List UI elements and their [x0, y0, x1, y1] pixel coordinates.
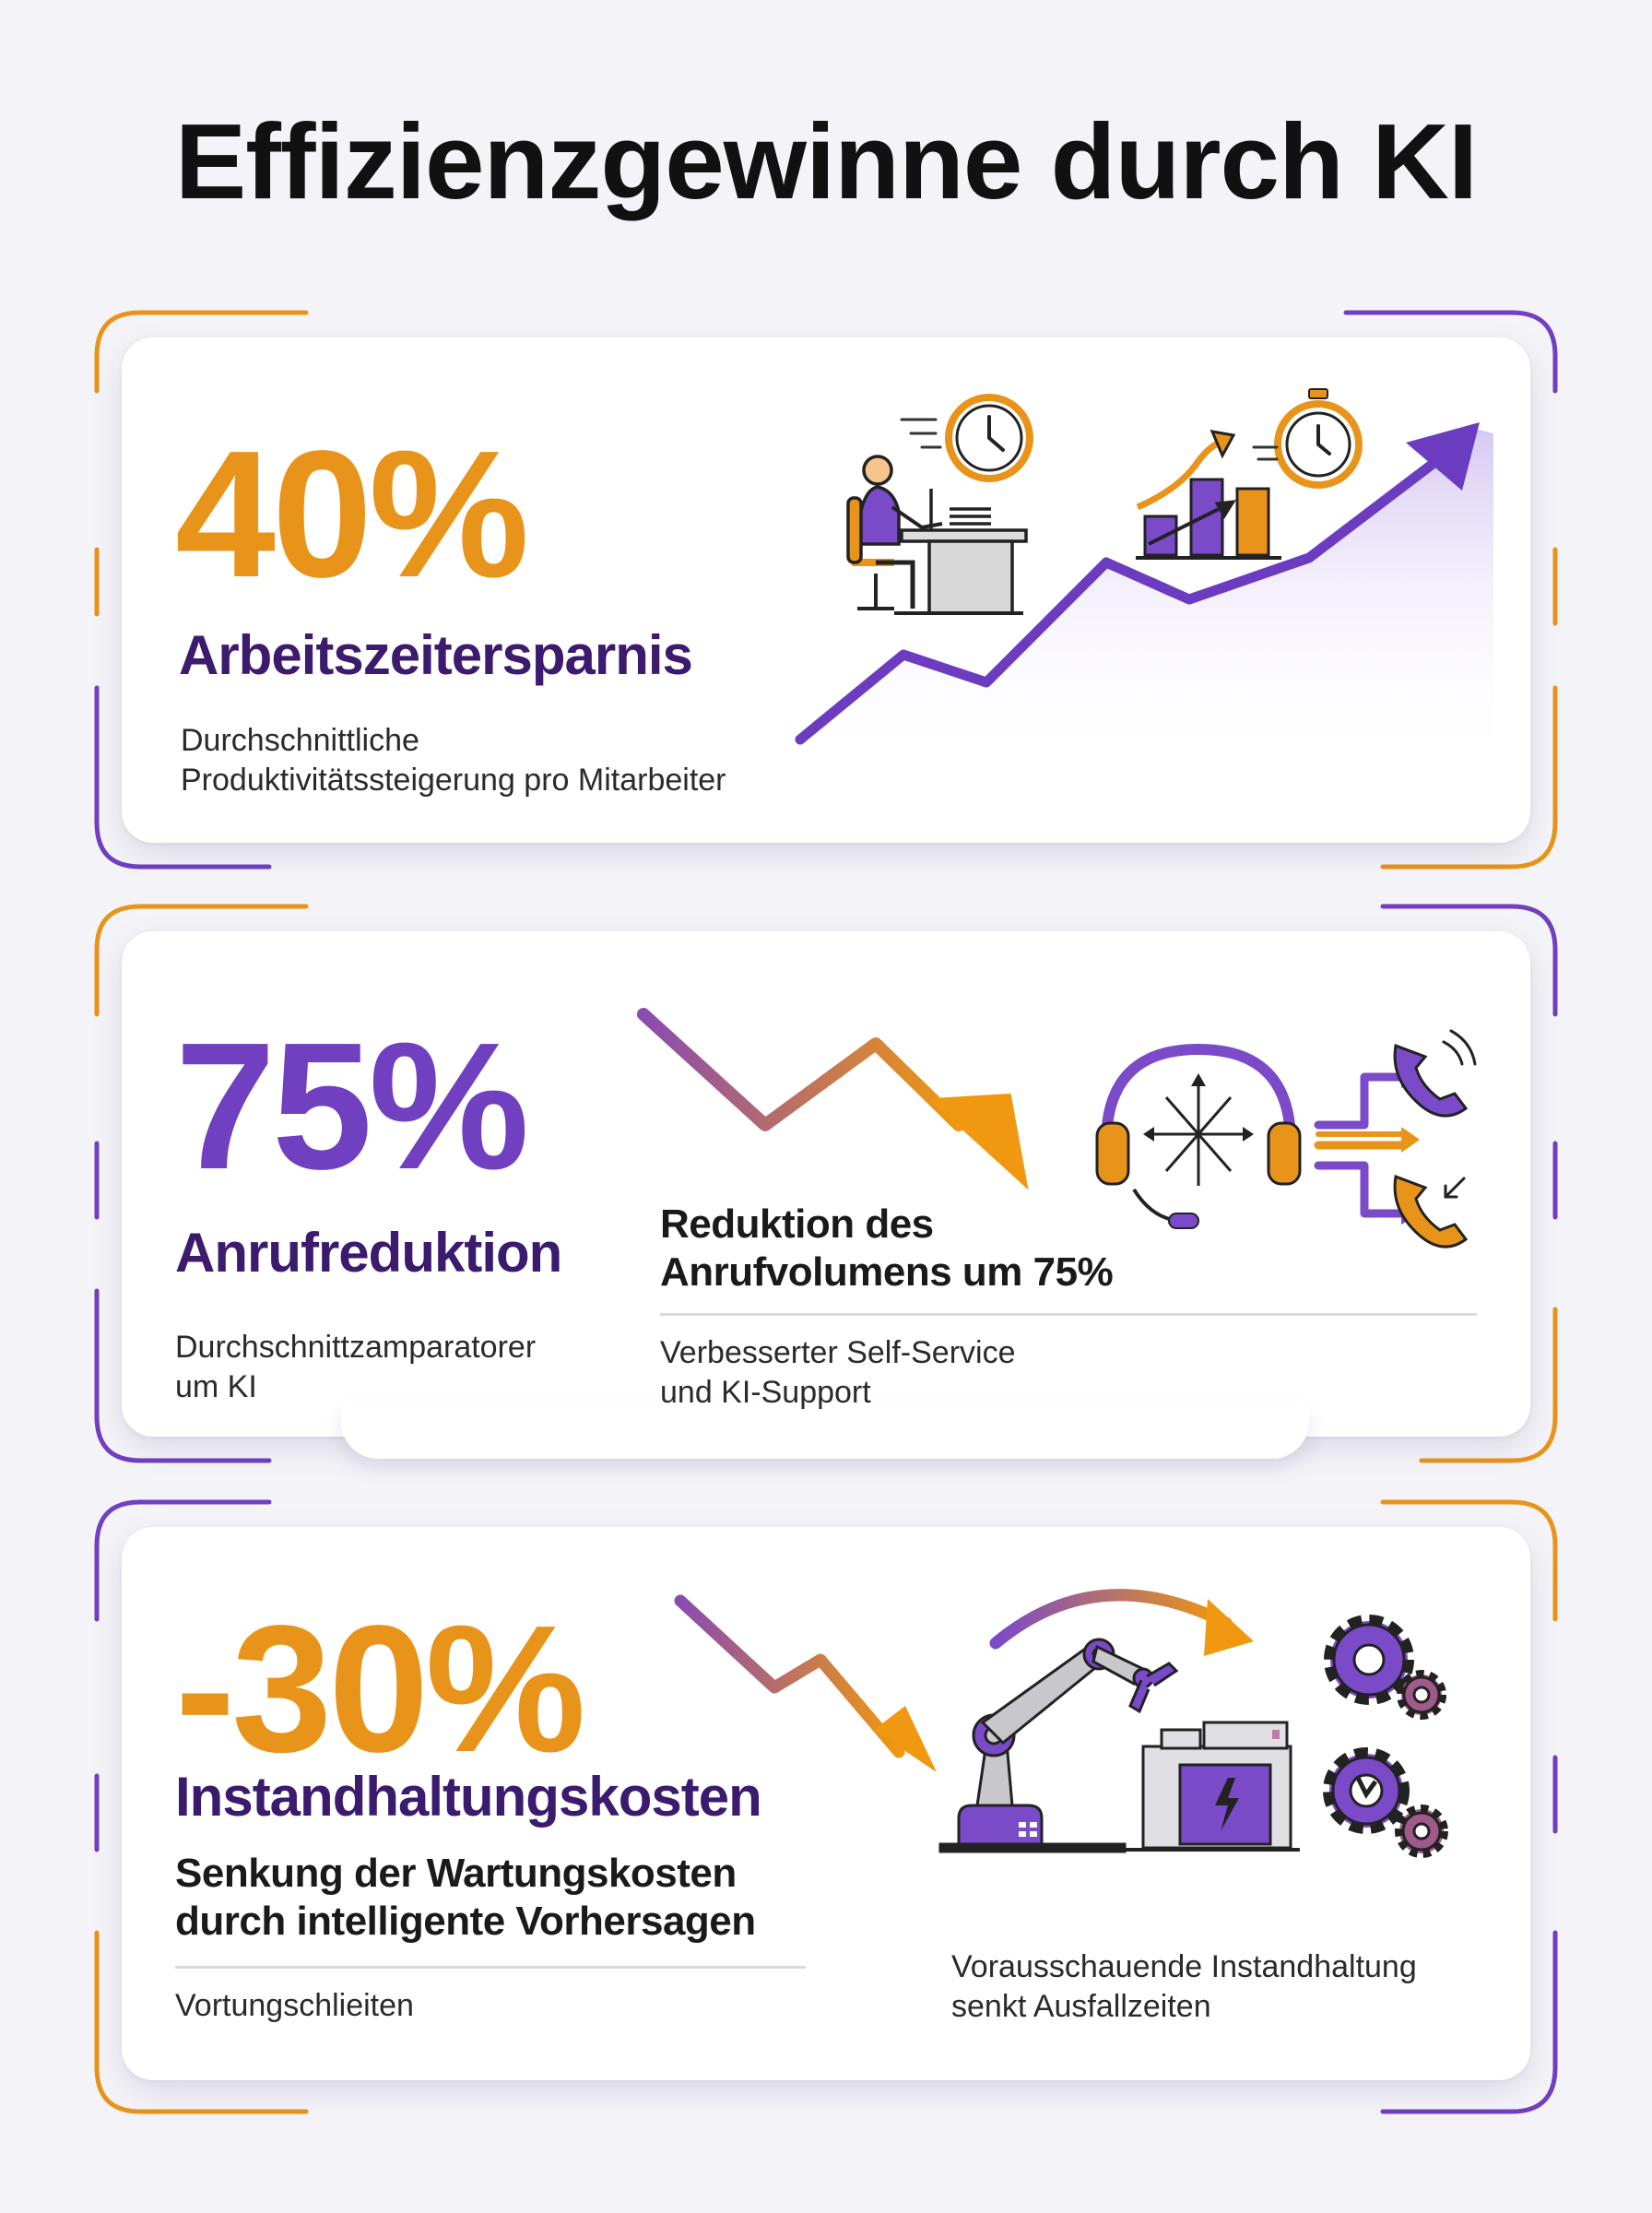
- bold-text-line: durch intelligente Vorhersagen: [175, 1898, 756, 1944]
- card-heading-2: Anrufreduktion: [175, 1222, 562, 1284]
- description-line: Produktivitätssteigerung pro Mitarbeiter: [181, 762, 726, 798]
- bold-text-line: Senkung der Wartungskosten: [175, 1851, 737, 1896]
- card-description-1: Durchschnittliche Produktivitätssteigeru…: [181, 721, 726, 799]
- phone-outgoing-icon: [1393, 1029, 1477, 1118]
- detail-text-line: senkt Ausfallzeiten: [951, 1988, 1211, 2024]
- detail-title-line: Anrufvolumens um 75%: [660, 1249, 1114, 1295]
- card-tab-2: [341, 1402, 1309, 1459]
- stat-card-2: [122, 931, 1530, 1437]
- robot-arm-icon: [938, 1638, 1179, 1853]
- card-description-2: Durchschnittzamparatorer um KI: [175, 1328, 536, 1406]
- card-bold-text-3: Senkung der Wartungskosten durch intelli…: [175, 1850, 756, 1946]
- falling-trend-arrow: [637, 1008, 965, 1131]
- card-frame-2: [94, 904, 1558, 1466]
- rising-trend-arrow: [795, 430, 1476, 745]
- curved-arrow-head: [1204, 1599, 1254, 1656]
- falling-trend-arrow: [674, 1594, 905, 1758]
- stat-value-1: 40%: [175, 413, 529, 615]
- phone-incoming-icon: [1393, 1174, 1469, 1249]
- productivity-illustration: [795, 388, 1493, 765]
- detail-text-line: Vorausschauende Instandhaltung: [951, 1949, 1417, 1984]
- card-frame-1: [94, 310, 1558, 872]
- growth-bar-chart-icon: [1136, 430, 1281, 560]
- trend-area: [800, 429, 1493, 765]
- description-line: um KI: [175, 1368, 257, 1404]
- card-divider-3: [175, 1966, 806, 1969]
- card-detail-title-2: Reduktion des Anrufvolumens um 75%: [660, 1201, 1114, 1296]
- card-heading-3: Instandhaltungskosten: [175, 1766, 762, 1828]
- detail-text-line: und KI-Support: [660, 1374, 871, 1410]
- frame-accent-lines: [94, 1499, 1558, 2114]
- headset-routing-icon: [1095, 1043, 1302, 1229]
- maintenance-illustration: [674, 1589, 1448, 1858]
- stat-card-3: [122, 1527, 1530, 2080]
- curved-arrow: [989, 1589, 1233, 1650]
- stopwatch-icon: [1252, 388, 1363, 489]
- routing-arrows: [1314, 1072, 1408, 1218]
- card-detail-text-2: Verbesserter Self-Service und KI-Support: [660, 1333, 1016, 1412]
- call-reduction-illustration: [637, 1008, 1477, 1249]
- description-line: Durchschnittzamparatorer: [175, 1330, 537, 1365]
- clock-icon: [900, 394, 1033, 482]
- description-line: Durchschnittliche: [181, 723, 419, 758]
- office-worker-icon: [846, 455, 1028, 615]
- frame-accent-lines: [94, 904, 1558, 1463]
- trend-arrow-head: [1406, 422, 1480, 491]
- frame-accent-lines: [94, 310, 1558, 870]
- card-frame-3: [94, 1499, 1558, 2117]
- card-description-3: Vortungschlieiten: [175, 1988, 414, 2023]
- card-detail-text-3: Vorausschauende Instandhaltung senkt Aus…: [951, 1947, 1417, 2026]
- detail-text-line: Verbesserter Self-Service: [660, 1335, 1016, 1370]
- falling-arrow-head: [874, 1706, 937, 1772]
- page-title: Effizienzgewinne durch KI: [174, 101, 1478, 221]
- stat-value-3: -30%: [175, 1588, 586, 1790]
- machine-icon: [1125, 1721, 1300, 1852]
- card-heading-1: Arbeitszeitersparnis: [179, 624, 693, 686]
- detail-title-line: Reduktion des: [660, 1201, 934, 1247]
- falling-arrow-head: [927, 1093, 1029, 1190]
- stat-value-2: 75%: [175, 1005, 529, 1207]
- gear-repair-icon: [1323, 1747, 1448, 1858]
- gear-icon: [1324, 1615, 1446, 1720]
- card-divider-2: [660, 1313, 1477, 1316]
